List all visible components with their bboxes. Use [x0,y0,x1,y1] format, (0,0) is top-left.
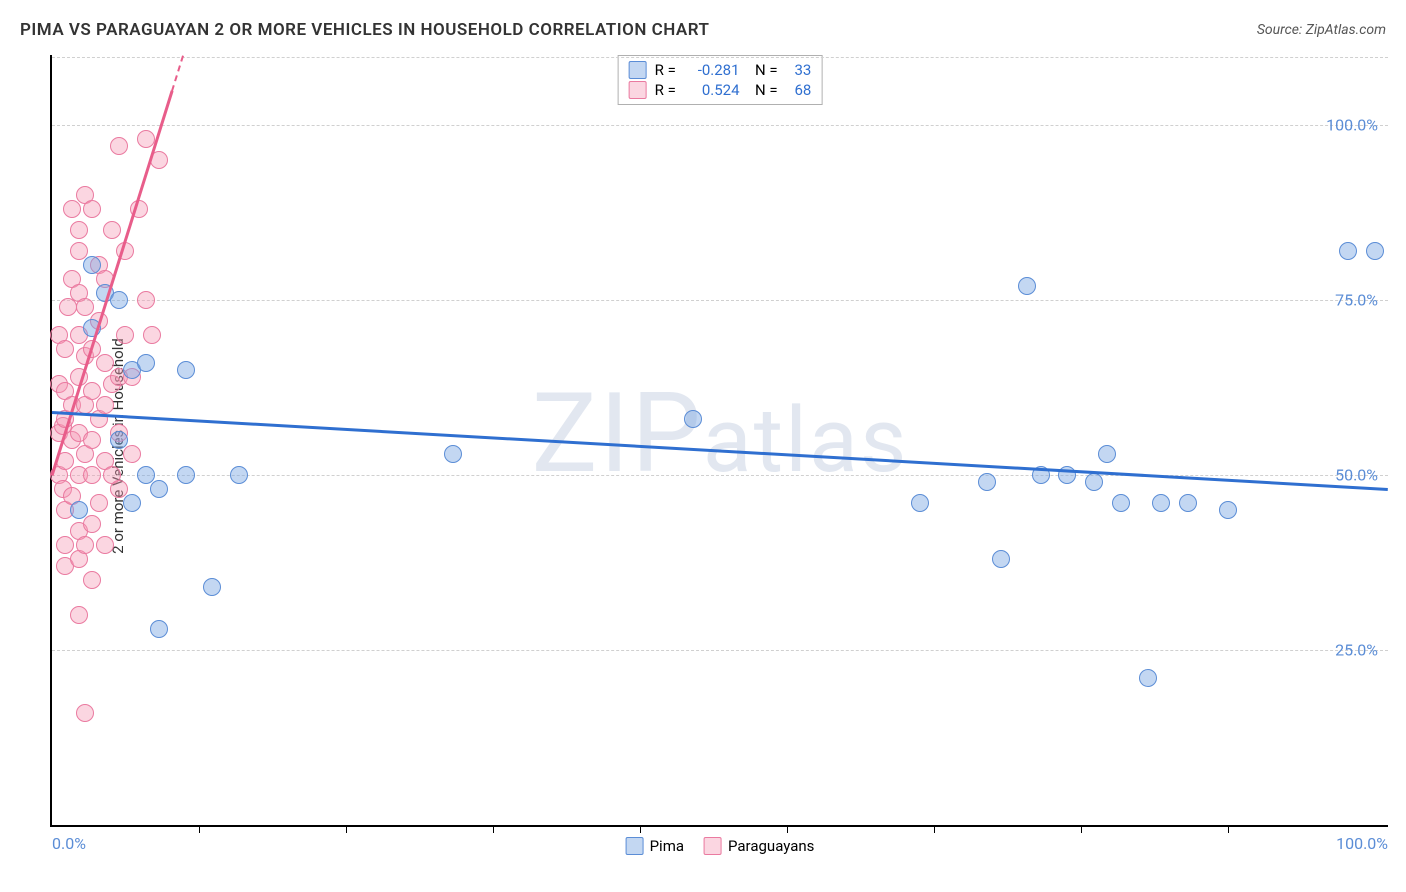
data-point-pima [1018,277,1036,295]
x-tick [346,825,347,833]
data-point-paraguayans [70,221,88,239]
legend-stats: R = -0.281 N = 33R = 0.524 N = 68 [618,55,823,105]
data-point-paraguayans [103,221,121,239]
legend-n: N = 68 [748,81,812,99]
legend-swatch [629,61,647,79]
data-point-paraguayans [76,704,94,722]
x-tick [640,825,641,833]
x-tick [1081,825,1082,833]
data-point-paraguayans [83,515,101,533]
data-point-pima [110,291,128,309]
watermark: ZIPatlas [532,369,909,498]
x-tick [1228,825,1229,833]
data-point-pima [177,466,195,484]
gridline [52,300,1388,301]
data-point-paraguayans [110,480,128,498]
data-point-pima [992,550,1010,568]
data-point-paraguayans [70,242,88,260]
source-label: Source: ZipAtlas.com [1257,22,1386,38]
data-point-paraguayans [63,200,81,218]
data-point-paraguayans [83,431,101,449]
data-point-paraguayans [90,494,108,512]
legend-stat-row: R = -0.281 N = 33 [629,60,812,80]
data-point-pima [70,501,88,519]
gridline [52,125,1388,126]
data-point-pima [177,361,195,379]
data-point-pima [684,410,702,428]
data-point-paraguayans [137,130,155,148]
legend-swatch [704,837,722,855]
data-point-pima [137,354,155,372]
data-point-pima [1112,494,1130,512]
data-point-pima [1085,473,1103,491]
trendline-dash-paraguayans [171,56,184,92]
data-point-pima [230,466,248,484]
chart-title: PIMA VS PARAGUAYAN 2 OR MORE VEHICLES IN… [20,20,709,40]
data-point-pima [1139,669,1157,687]
data-point-pima [110,431,128,449]
data-point-pima [1219,501,1237,519]
data-point-paraguayans [116,326,134,344]
data-point-paraguayans [96,396,114,414]
y-tick-label: 25.0% [1335,641,1378,660]
data-point-pima [444,445,462,463]
y-tick-label: 50.0% [1335,466,1378,485]
legend-series: Pima Paraguayans [626,837,815,855]
legend-stat-row: R = 0.524 N = 68 [629,80,812,100]
legend-label: Pima [650,837,684,855]
gridline [52,57,1388,58]
data-point-paraguayans [83,571,101,589]
data-point-pima [1098,445,1116,463]
data-point-pima [911,494,929,512]
data-point-paraguayans [96,354,114,372]
data-point-paraguayans [83,466,101,484]
x-tick-label: 0.0% [52,834,86,853]
data-point-paraguayans [123,445,141,463]
data-point-pima [1339,242,1357,260]
data-point-paraguayans [70,606,88,624]
x-tick [493,825,494,833]
data-point-paraguayans [110,137,128,155]
plot-area: ZIPatlas R = -0.281 N = 33R = 0.524 N = … [50,55,1388,827]
data-point-paraguayans [76,536,94,554]
data-point-paraguayans [76,298,94,316]
y-tick-label: 75.0% [1335,291,1378,310]
legend-swatch [626,837,644,855]
gridline [52,650,1388,651]
data-point-pima [137,466,155,484]
legend-swatch [629,81,647,99]
data-point-pima [203,578,221,596]
data-point-pima [150,620,168,638]
data-point-pima [83,256,101,274]
x-tick [199,825,200,833]
legend-r: R = 0.524 [655,81,740,99]
legend-label: Paraguayans [728,837,814,855]
data-point-paraguayans [83,382,101,400]
data-point-pima [150,480,168,498]
legend-item: Paraguayans [704,837,814,855]
data-point-paraguayans [56,536,74,554]
data-point-pima [123,494,141,512]
x-tick [934,825,935,833]
legend-item: Pima [626,837,684,855]
legend-n: N = 33 [748,61,812,79]
data-point-paraguayans [96,536,114,554]
data-point-pima [1366,242,1384,260]
data-point-paraguayans [143,326,161,344]
data-point-paraguayans [83,200,101,218]
data-point-pima [1179,494,1197,512]
y-tick-label: 100.0% [1326,116,1378,135]
data-point-pima [978,473,996,491]
data-point-paraguayans [137,291,155,309]
legend-r: R = -0.281 [655,61,740,79]
trendline-pima [52,411,1388,491]
x-tick [787,825,788,833]
data-point-paraguayans [56,340,74,358]
x-tick-label: 100.0% [1336,834,1388,853]
data-point-pima [1152,494,1170,512]
